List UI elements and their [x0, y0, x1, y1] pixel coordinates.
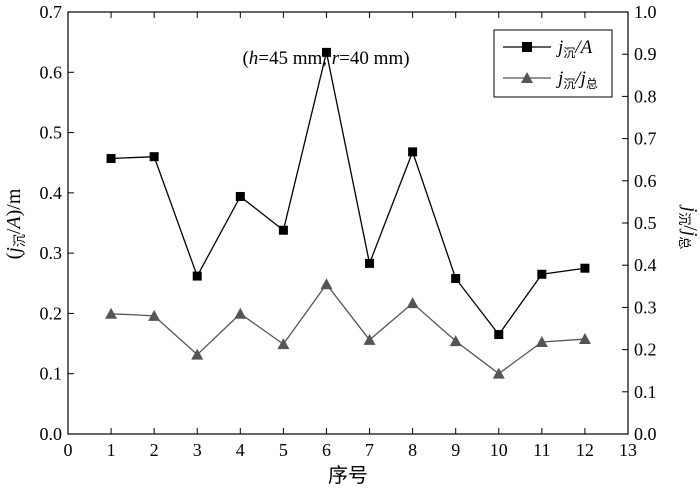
legend-marker-jA [522, 42, 532, 52]
series-line-2 [111, 283, 585, 375]
legend-marker-jj [521, 72, 533, 83]
x-tick-label: 12 [576, 440, 594, 460]
data-point-square [321, 47, 331, 57]
data-point-triangle [234, 307, 247, 319]
y-right-tick-label: 0.2 [634, 340, 657, 360]
y-axis-right-label: j沉/j总 [677, 204, 700, 250]
y-left-tick-label: 0.4 [40, 183, 63, 203]
data-point-square [106, 153, 116, 163]
data-point-square [408, 147, 418, 157]
x-tick-label: 11 [533, 440, 550, 460]
y-left-tick-label: 0.3 [40, 243, 63, 263]
data-point-triangle [105, 307, 118, 319]
series-layer [105, 47, 591, 379]
y-left-tick-label: 0.2 [40, 303, 63, 323]
y-right-tick-label: 0.5 [634, 213, 657, 233]
data-point-square [494, 330, 504, 340]
legend-label-jj: j沉/j总 [555, 68, 598, 91]
data-point-square [278, 225, 288, 235]
data-point-triangle [191, 348, 204, 360]
x-tick-label: 7 [365, 440, 374, 460]
y-right-tick-label: 0.3 [634, 297, 657, 317]
x-tick-label: 9 [451, 440, 460, 460]
data-point-triangle [535, 336, 548, 348]
y-right-tick-label: 0.8 [634, 86, 657, 106]
y-left-tick-label: 0.1 [40, 364, 63, 384]
data-point-triangle [320, 278, 333, 290]
x-tick-label: 4 [236, 440, 245, 460]
data-point-triangle [363, 333, 376, 345]
y-right-tick-label: 0.0 [634, 424, 657, 444]
y-left-tick-label: 0.7 [40, 2, 63, 22]
data-point-triangle [148, 309, 161, 321]
y-right-tick-label: 0.9 [634, 44, 657, 64]
x-tick-label: 1 [107, 440, 116, 460]
y-axis-left-label: (j沉/A)/m [3, 188, 27, 259]
x-tick-label: 13 [619, 440, 637, 460]
data-point-triangle [449, 335, 462, 347]
x-tick-label: 10 [490, 440, 508, 460]
y-right-tick-label: 0.4 [634, 255, 657, 275]
x-tick-label: 0 [64, 440, 73, 460]
y-right-tick-label: 0.1 [634, 382, 657, 402]
x-axis-label: 序号 [328, 464, 368, 487]
data-point-triangle [277, 338, 290, 350]
annotation: (h=45 mm, r=40 mm) [242, 48, 409, 69]
data-point-square [235, 191, 245, 201]
series-line-1 [111, 52, 586, 336]
x-tick-label: 2 [150, 440, 159, 460]
data-point-square [365, 258, 375, 268]
x-tick-label: 5 [279, 440, 288, 460]
legend-box [493, 29, 613, 98]
data-point-square [149, 152, 159, 162]
data-point-square [537, 269, 547, 279]
y-left-tick-label: 0.5 [40, 123, 63, 143]
axes: 0 1 2 3 4 5 6 7 8 9 10 11 12 130.00.10.20.30.40.50.60… [40, 2, 657, 460]
data-point-triangle [492, 367, 505, 379]
x-tick-label: 8 [408, 440, 417, 460]
data-point-square [580, 263, 590, 273]
y-right-tick-label: 1.0 [634, 2, 657, 22]
data-point-triangle [578, 333, 591, 345]
x-tick-label: 6 [322, 440, 331, 460]
y-left-tick-label: 0.6 [40, 62, 63, 82]
data-point-square [451, 273, 461, 283]
x-tick-label: 3 [193, 440, 202, 460]
legend: j沉/A j沉/j总 [493, 29, 613, 98]
y-right-tick-label: 0.7 [634, 129, 657, 149]
legend-label-jA: j沉/A [555, 37, 593, 60]
y-right-tick-label: 0.6 [634, 171, 657, 191]
data-point-triangle [406, 297, 419, 309]
y-left-tick-label: 0.0 [40, 424, 63, 444]
data-point-square [192, 271, 202, 281]
